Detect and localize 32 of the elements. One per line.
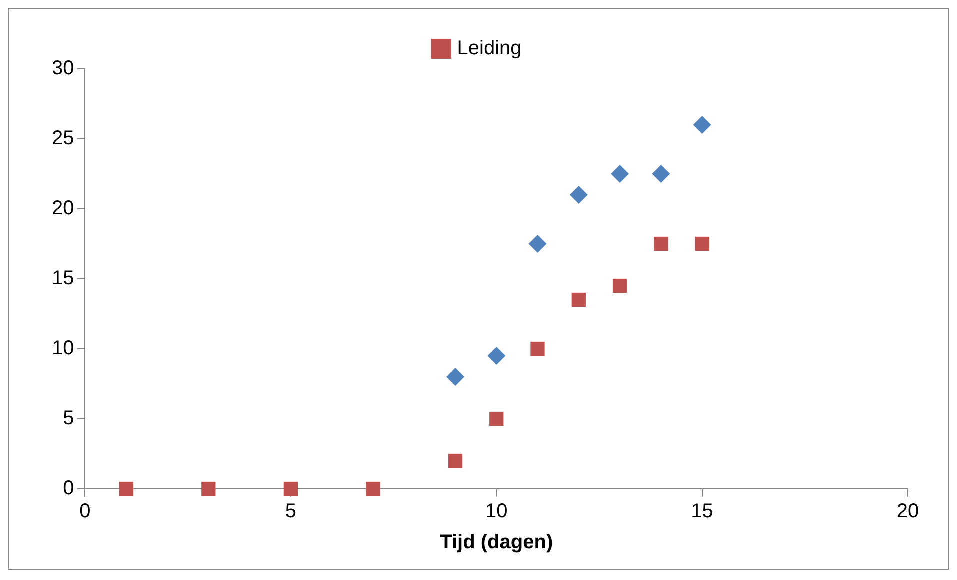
y-tick-label: 30 (52, 58, 74, 80)
point (570, 186, 588, 204)
x-tick-label: 20 (896, 500, 920, 523)
x-tick-label: 0 (80, 500, 91, 523)
x-axis-title: Tijd (dagen) (440, 532, 554, 554)
x-tick-label: 5 (285, 500, 296, 523)
point (528, 235, 547, 253)
point (448, 454, 463, 468)
point (488, 347, 506, 365)
point (695, 236, 710, 252)
y-tick-label: 5 (63, 408, 74, 430)
y-tick-label: 0 (63, 478, 74, 500)
y-tick-label: 20 (52, 198, 74, 220)
point (693, 116, 712, 134)
legend-label: Leiding (457, 38, 522, 60)
point (119, 482, 134, 496)
y-tick-label: 25 (52, 128, 74, 150)
point (446, 368, 464, 386)
point (530, 342, 545, 356)
x-tick-label: 10 (486, 500, 508, 523)
point (202, 482, 216, 496)
x-tick-label: 15 (691, 500, 714, 523)
point (652, 165, 670, 183)
point (612, 278, 628, 294)
point (490, 412, 504, 426)
point (654, 236, 668, 252)
y-tick-label: 10 (52, 338, 74, 360)
point (572, 292, 586, 308)
point (611, 165, 630, 183)
point (366, 482, 380, 496)
point (284, 482, 298, 496)
y-tick-label: 15 (52, 268, 74, 290)
